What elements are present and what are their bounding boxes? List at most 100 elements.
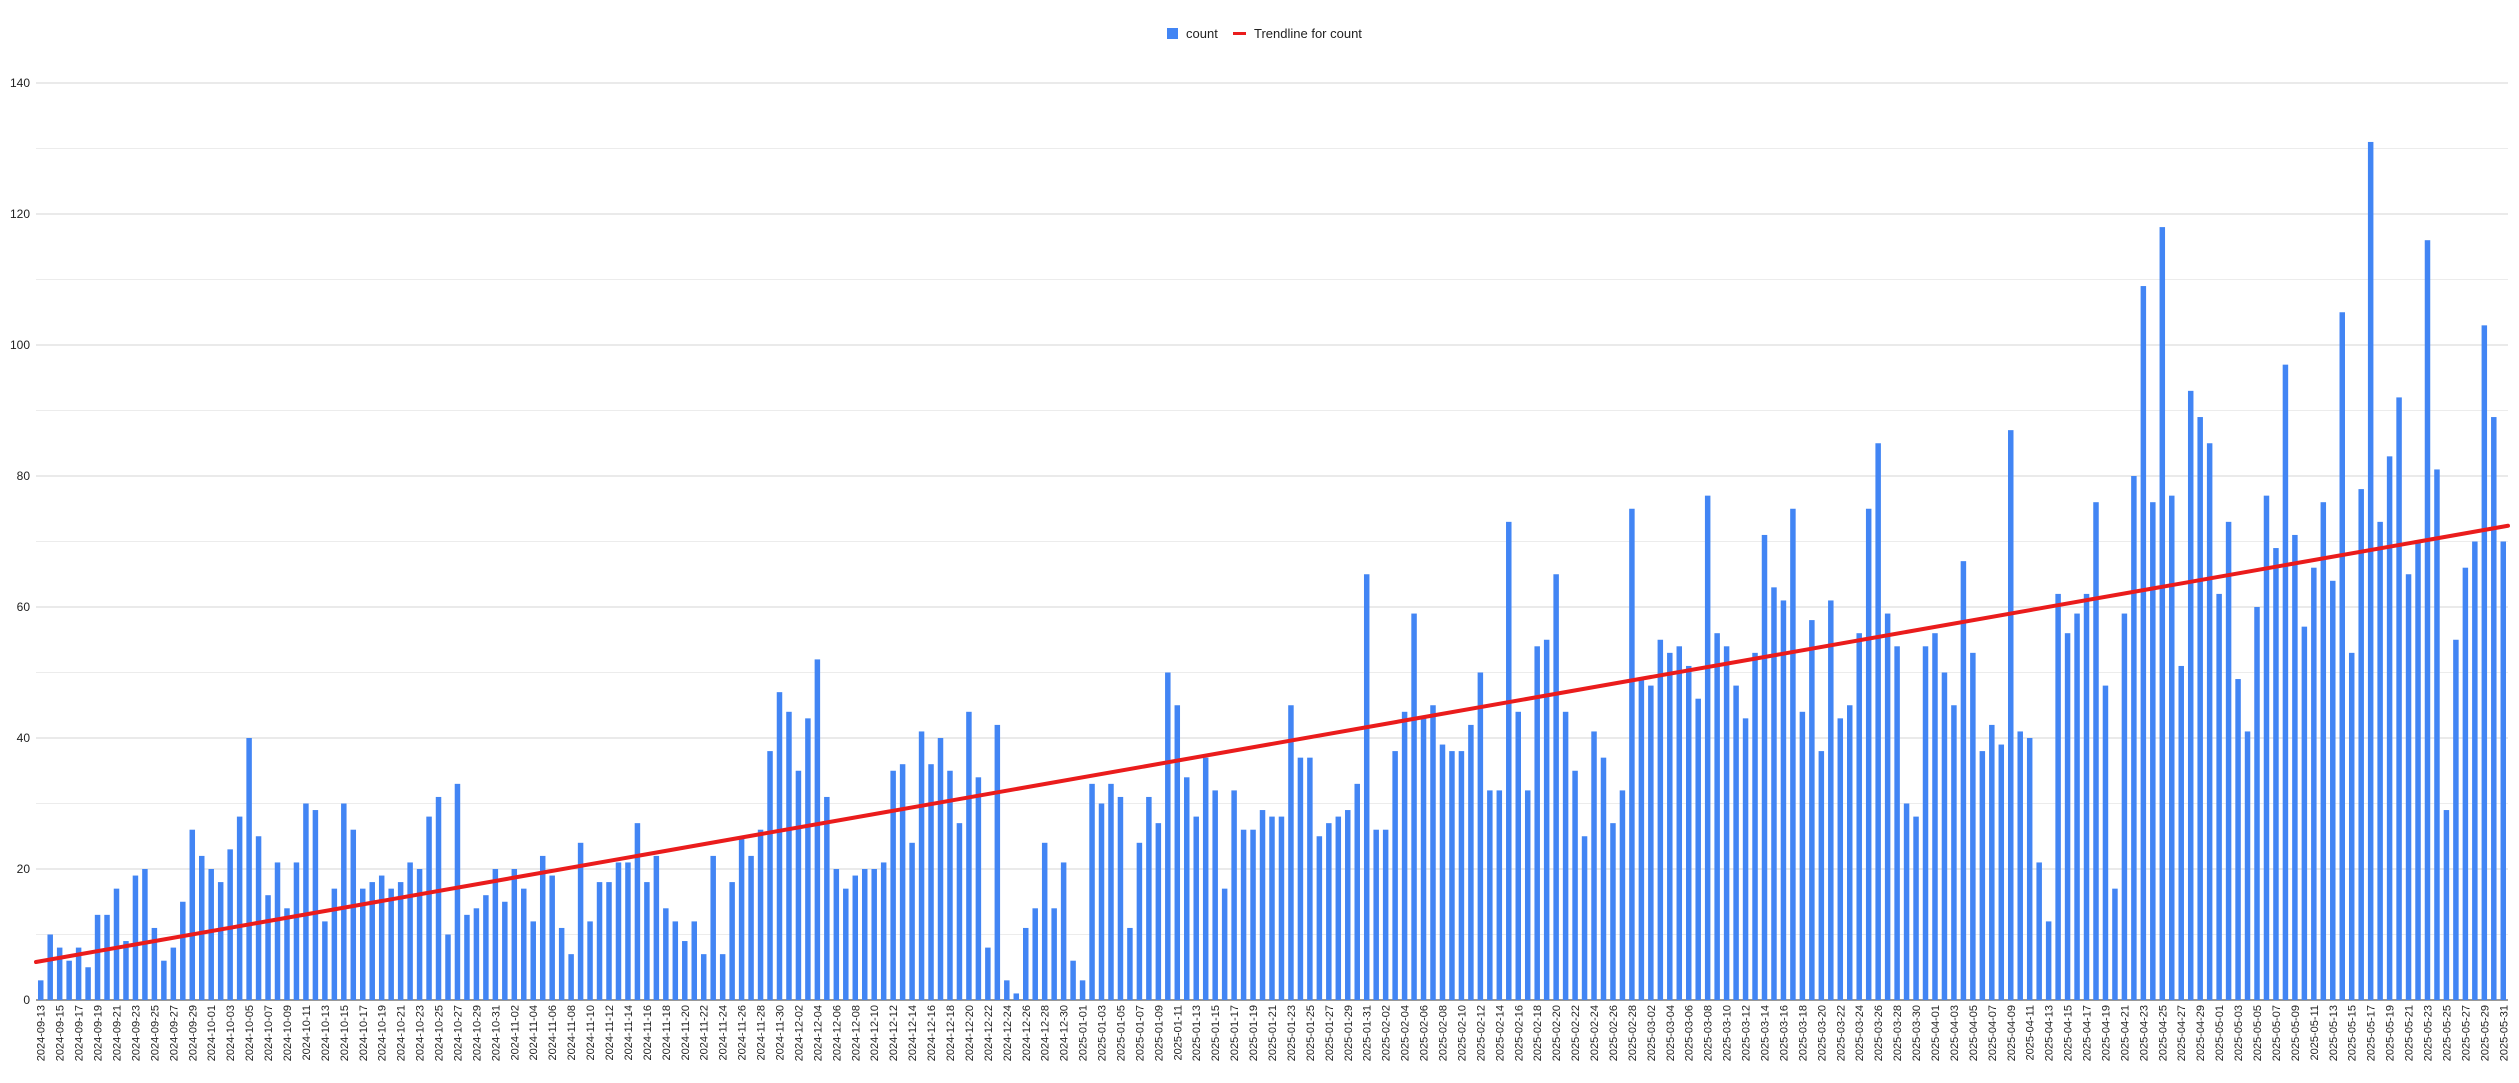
bar xyxy=(549,875,555,1000)
bar xyxy=(1998,744,2005,1000)
bar xyxy=(2244,731,2251,1000)
bar xyxy=(2311,567,2317,1000)
x-tick-label: 2025-05-23 xyxy=(2422,1005,2434,1061)
bar xyxy=(369,882,375,1000)
bar xyxy=(2083,593,2090,1000)
bar xyxy=(1610,823,1616,1000)
bar xyxy=(663,908,669,1000)
x-tick-label: 2024-09-17 xyxy=(74,1005,86,1061)
bar xyxy=(729,882,735,1000)
x-tick-label: 2025-03-18 xyxy=(1797,1005,1809,1061)
x-tick-label: 2025-03-12 xyxy=(1741,1005,1753,1061)
bar xyxy=(1714,633,1720,1000)
bar xyxy=(890,770,896,1000)
bar xyxy=(1941,672,1948,1000)
bar xyxy=(625,862,631,1000)
bar xyxy=(1430,705,1436,1000)
x-tick-label: 2025-04-25 xyxy=(2157,1005,2169,1061)
bar xyxy=(1524,790,1531,1000)
bar xyxy=(2424,240,2431,1000)
bar xyxy=(1951,705,1957,1000)
bar xyxy=(1723,646,1730,1000)
bar xyxy=(1960,561,1967,1000)
gridlines xyxy=(36,82,2508,1001)
bar xyxy=(492,869,499,1000)
x-tick-label: 2025-04-29 xyxy=(2195,1005,2207,1061)
bar xyxy=(199,855,205,1000)
bar xyxy=(1202,757,1209,1000)
x-tick-label: 2024-12-14 xyxy=(907,1005,919,1061)
bar xyxy=(1932,633,1938,1000)
bar xyxy=(1269,816,1275,1000)
bar xyxy=(1742,718,1749,1000)
bar xyxy=(1600,757,1607,1000)
bar xyxy=(748,855,754,1000)
x-tick-label: 2024-12-20 xyxy=(964,1005,976,1061)
bar xyxy=(360,888,366,1000)
x-tick-label: 2024-09-19 xyxy=(93,1005,105,1061)
x-tick-label: 2025-04-05 xyxy=(1968,1005,1980,1061)
x-tick-label: 2024-10-25 xyxy=(434,1005,446,1061)
bar xyxy=(672,921,679,1000)
x-tick-label: 2025-01-29 xyxy=(1343,1005,1355,1061)
bar xyxy=(322,921,328,1000)
bar xyxy=(274,862,281,1000)
x-tick-label: 2024-12-26 xyxy=(1021,1005,1033,1061)
bar xyxy=(2206,443,2213,1000)
bar xyxy=(644,882,650,1000)
bar xyxy=(1619,790,1626,1000)
bar xyxy=(1165,672,1171,1000)
bar xyxy=(502,901,508,1000)
x-tick-label: 2025-01-31 xyxy=(1362,1005,1374,1061)
x-tick-label: 2025-04-21 xyxy=(2119,1005,2131,1061)
bar xyxy=(1098,803,1105,1000)
x-tick-label: 2025-02-12 xyxy=(1475,1005,1487,1061)
bar xyxy=(587,921,593,1000)
x-tick-label: 2024-10-09 xyxy=(282,1005,294,1061)
x-tick-label: 2025-05-19 xyxy=(2385,1005,2397,1061)
bar xyxy=(1458,751,1465,1000)
bar xyxy=(1865,508,1872,1000)
x-tick-label: 2025-04-03 xyxy=(1949,1005,1961,1061)
bar xyxy=(814,659,821,1000)
x-tick-label: 2024-11-02 xyxy=(509,1005,521,1060)
bar xyxy=(2045,921,2052,1000)
bar xyxy=(2491,417,2497,1000)
x-tick-label: 2024-10-31 xyxy=(490,1005,502,1061)
bar xyxy=(388,888,394,1000)
x-tick-label: 2025-03-08 xyxy=(1703,1005,1715,1061)
bar xyxy=(1884,613,1891,1000)
bar xyxy=(2169,495,2175,1000)
x-tick-label: 2024-10-29 xyxy=(471,1005,483,1061)
bar xyxy=(2396,397,2402,1000)
bar xyxy=(1392,751,1398,1000)
bar xyxy=(1657,639,1664,1000)
x-tick-label: 2024-10-17 xyxy=(358,1005,370,1061)
bar xyxy=(2131,476,2137,1000)
bar xyxy=(1420,718,1427,1000)
bar xyxy=(75,947,82,1000)
bar xyxy=(2225,521,2232,1000)
bar xyxy=(161,960,167,1000)
bar xyxy=(1648,685,1654,1000)
bar xyxy=(464,914,470,1000)
x-tick-label: 2025-02-08 xyxy=(1437,1005,1449,1061)
x-tick-label: 2025-01-09 xyxy=(1153,1005,1165,1061)
bar xyxy=(1250,829,1256,1000)
bar xyxy=(786,711,792,1000)
bar xyxy=(2415,541,2421,1000)
x-tick-label: 2025-03-22 xyxy=(1835,1005,1847,1061)
bar xyxy=(151,927,158,1000)
bar xyxy=(852,875,859,1000)
bar xyxy=(1079,980,1086,1000)
bar xyxy=(1297,757,1304,1000)
x-tick-label: 2024-09-13 xyxy=(36,1005,48,1061)
bar xyxy=(1004,980,1010,1000)
bar xyxy=(975,777,982,1000)
bar xyxy=(2386,456,2393,1001)
bar xyxy=(1676,646,1683,1000)
bar xyxy=(132,875,139,1000)
bar xyxy=(1278,816,1285,1000)
x-tick-label: 2024-11-18 xyxy=(661,1005,673,1060)
x-tick-label: 2025-05-27 xyxy=(2460,1005,2472,1061)
